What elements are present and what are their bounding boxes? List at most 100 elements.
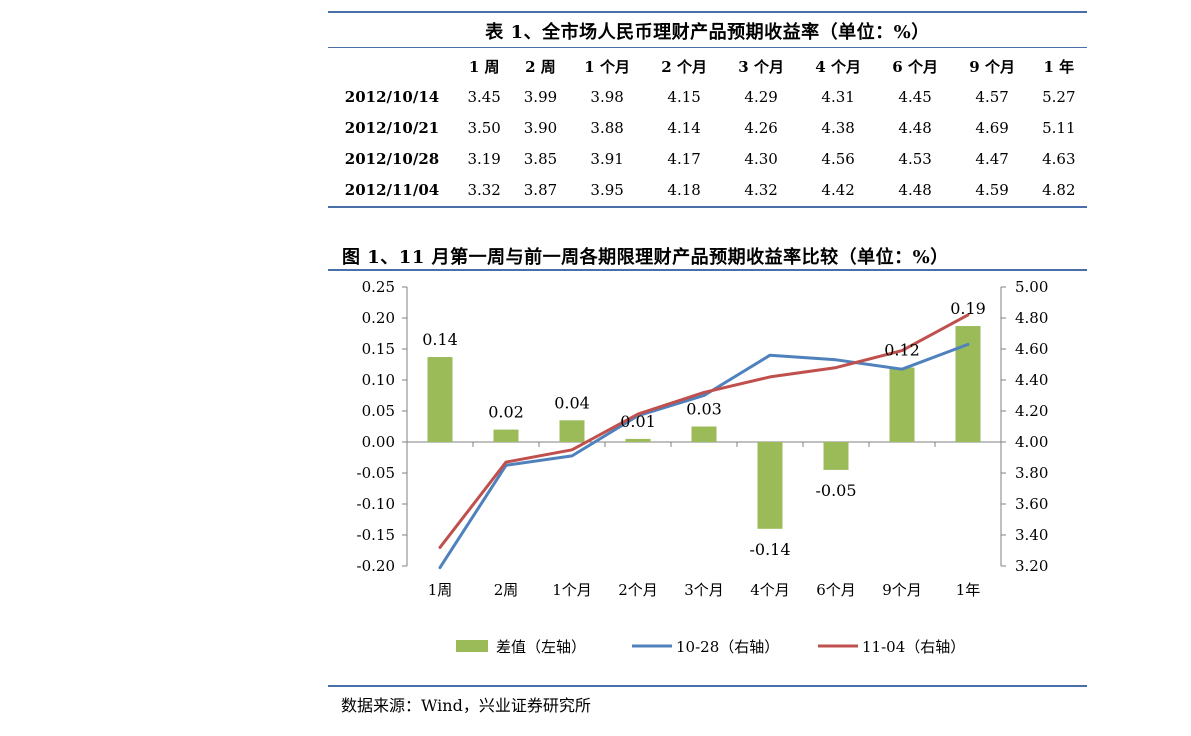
table-cell: 4.53 (898, 149, 932, 168)
table-cell: 5.27 (1042, 87, 1076, 106)
row-date: 2012/11/04 (344, 180, 440, 199)
table-cell: 3.90 (523, 118, 558, 137)
left-tick-label: -0.10 (357, 495, 395, 513)
bar (493, 429, 519, 442)
right-tick-label: 4.00 (1015, 433, 1048, 451)
bar-value-label: 0.04 (554, 393, 590, 412)
series-line-1 (438, 342, 970, 570)
left-tick-label: -0.05 (357, 464, 395, 482)
bar (625, 438, 651, 442)
header-cell: 1 周 (468, 58, 500, 76)
right-tick-label: 3.40 (1015, 526, 1048, 544)
table-cell: 4.57 (975, 87, 1009, 106)
table-header-row: 1 周 2 周 1 个月 2 个月 3 个月 4 个月 6 个月 9 个月 1 … (328, 52, 1087, 81)
table-cell: 4.14 (667, 118, 701, 137)
left-tick-label: 0.25 (362, 278, 395, 296)
legend-label: 差值（左轴） (496, 638, 586, 656)
header-cell: 4 个月 (815, 58, 861, 76)
bar-value-label: 0.01 (620, 412, 656, 431)
right-tick-label: 5.00 (1015, 278, 1048, 296)
category-label: 1年 (956, 581, 981, 599)
table-cell: 4.48 (898, 180, 932, 199)
table-cell: 4.38 (821, 118, 855, 137)
table-cell: 3.98 (590, 87, 624, 106)
table-cell: 3.32 (467, 180, 501, 199)
table-cell: 3.19 (467, 149, 501, 168)
bar (559, 420, 585, 442)
right-tick-label: 3.80 (1015, 464, 1048, 482)
table-cell: 3.99 (523, 87, 558, 106)
left-tick-label: -0.15 (357, 526, 395, 544)
table-cell: 4.47 (975, 149, 1009, 168)
bar (757, 442, 783, 529)
table-cell: 4.17 (667, 149, 701, 168)
category-label: 2周 (494, 581, 519, 599)
category-label: 4个月 (750, 581, 790, 599)
bar-value-label: 0.19 (950, 299, 986, 318)
header-cell: 6 个月 (892, 58, 938, 76)
source-note: 数据来源：Wind，兴业证券研究所 (341, 696, 591, 715)
table-row: 2012/11/04 3.32 3.87 3.95 4.18 4.32 4.42… (328, 174, 1087, 205)
table-cell: 4.59 (975, 180, 1009, 199)
row-date: 2012/10/28 (344, 149, 440, 168)
left-tick-label: 0.05 (362, 402, 395, 420)
table-cell: 3.50 (467, 118, 501, 137)
table-title: 表 1、全市场人民币理财产品预期收益率（单位：%） (485, 22, 930, 43)
table-cell: 4.30 (744, 149, 778, 168)
right-tick-label: 4.20 (1015, 402, 1048, 420)
header-cell: 3 个月 (738, 58, 784, 76)
yield-table: 1 周 2 周 1 个月 2 个月 3 个月 4 个月 6 个月 9 个月 1 … (328, 52, 1087, 205)
legend-label: 10-28（右轴） (676, 638, 779, 656)
category-label: 6个月 (816, 581, 856, 599)
table-cell: 4.32 (744, 180, 778, 199)
table-header-rule (328, 47, 1087, 48)
category-label: 1个月 (552, 581, 592, 599)
row-date: 2012/10/14 (344, 87, 440, 106)
table-cell: 4.26 (744, 118, 778, 137)
right-tick-label: 3.60 (1015, 495, 1048, 513)
table-cell: 4.48 (898, 118, 932, 137)
right-tick-label: 4.40 (1015, 371, 1048, 389)
table-cell: 3.45 (467, 87, 501, 106)
bar-value-label: -0.14 (749, 540, 790, 559)
table-cell: 4.56 (821, 149, 855, 168)
series-line-2 (438, 313, 970, 549)
right-tick-label: 4.80 (1015, 309, 1048, 327)
table-cell: 5.11 (1042, 118, 1076, 137)
bar (823, 442, 849, 470)
table-cell: 4.42 (821, 180, 855, 199)
right-tick-label: 3.20 (1015, 557, 1048, 575)
table-row: 2012/10/28 3.19 3.85 3.91 4.17 4.30 4.56… (328, 143, 1087, 174)
header-cell: 1 个月 (584, 58, 630, 76)
table-cell: 4.29 (744, 87, 778, 106)
header-cell: 2 周 (525, 58, 556, 76)
table-row: 2012/10/14 3.45 3.99 3.98 4.15 4.29 4.31… (328, 81, 1087, 112)
table-top-rule (328, 11, 1087, 13)
left-tick-label: 0.10 (362, 371, 395, 389)
header-cell: 9 个月 (969, 58, 1015, 76)
table-cell: 4.69 (975, 118, 1009, 137)
header-cell: 1 年 (1043, 58, 1075, 76)
bar (427, 357, 453, 442)
bar-value-label: 0.03 (686, 400, 722, 419)
left-tick-label: 0.15 (362, 340, 395, 358)
right-tick-label: 4.60 (1015, 340, 1048, 358)
category-label: 3个月 (684, 581, 724, 599)
left-tick-label: -0.20 (357, 557, 395, 575)
left-tick-label: 0.20 (362, 309, 395, 327)
table-cell: 4.15 (667, 87, 701, 106)
category-label: 1周 (428, 581, 453, 599)
row-date: 2012/10/21 (344, 118, 440, 137)
figure-title: 图 1、11 月第一周与前一周各期限理财产品预期收益率比较（单位：%） (342, 247, 949, 268)
category-label: 9个月 (882, 581, 922, 599)
table-bottom-rule (328, 206, 1087, 208)
table-cell: 4.82 (1042, 180, 1076, 199)
bar-value-label: -0.05 (815, 481, 856, 500)
table-cell: 4.31 (821, 87, 855, 106)
table-cell: 3.91 (590, 149, 624, 168)
table-row: 2012/10/21 3.50 3.90 3.88 4.14 4.26 4.38… (328, 112, 1087, 143)
table-cell: 4.63 (1042, 149, 1076, 168)
bar-value-label: 0.14 (422, 330, 458, 349)
table-cell: 3.85 (523, 149, 558, 168)
